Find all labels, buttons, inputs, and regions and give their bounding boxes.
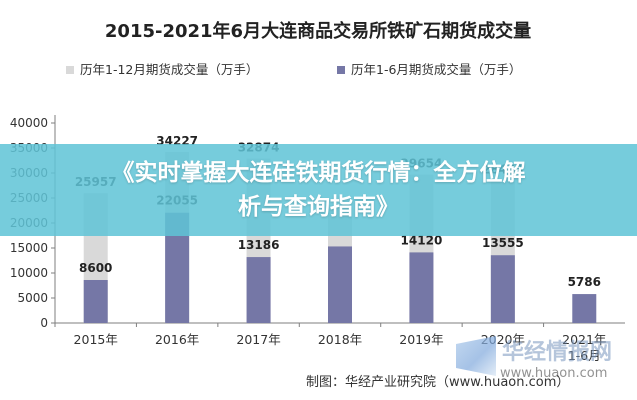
legend-swatch-0 <box>66 66 74 74</box>
legend-swatch-1 <box>337 66 345 74</box>
bar-half-4 <box>409 252 434 323</box>
x-tick-label-0: 2015年 <box>74 332 118 347</box>
data-label-half-5: 13555 <box>482 236 524 250</box>
y-tick-label-1: 5000 <box>17 291 48 305</box>
bar-half-3 <box>328 246 352 323</box>
x-tick-label-2: 2017年 <box>236 332 280 347</box>
bar-half-6 <box>572 294 597 323</box>
headline-line-2: 析与查询指南》 <box>238 194 399 220</box>
x-tick-label-4: 2019年 <box>399 332 443 347</box>
x-tick-label-6-line1: 1-6月 <box>568 348 601 363</box>
headline-banner[interactable]: 《实时掌握大连硅铁期货行情：全方位解 析与查询指南》 <box>0 144 637 236</box>
x-tick-label-1: 2016年 <box>155 332 199 347</box>
watermark-logo-icon <box>456 336 496 376</box>
watermark: 华经情报网 www.huaon.com <box>452 332 632 390</box>
data-label-half-6: 5786 <box>568 275 601 289</box>
data-label-half-2: 13186 <box>238 238 280 252</box>
legend-label-1: 历年1-6月期货成交量（万手） <box>351 62 521 77</box>
bar-half-2 <box>246 257 271 323</box>
y-tick-label-0: 0 <box>40 316 48 330</box>
y-tick-label-2: 10000 <box>10 266 48 280</box>
data-label-half-4: 14120 <box>401 233 443 247</box>
y-tick-label-3: 15000 <box>10 241 48 255</box>
source-note: 制图：华经产业研究院（www.huaon.com） <box>306 375 570 390</box>
watermark-url: www.huaon.com <box>500 366 608 381</box>
bar-half-5 <box>490 255 515 323</box>
watermark-name: 华经情报网 <box>502 340 613 365</box>
x-tick-label-3: 2018年 <box>318 332 362 347</box>
chart-title: 2015-2021年6月大连商品交易所铁矿石期货成交量 <box>105 20 531 42</box>
headline-line-1: 《实时掌握大连硅铁期货行情：全方位解 <box>111 160 526 186</box>
bar-half-0 <box>83 280 108 323</box>
x-tick-label-6: 2021年 <box>562 332 606 347</box>
data-label-half-0: 8600 <box>79 261 112 275</box>
legend-label-0: 历年1-12月期货成交量（万手） <box>80 62 258 77</box>
y-tick-label-8: 40000 <box>10 116 48 130</box>
